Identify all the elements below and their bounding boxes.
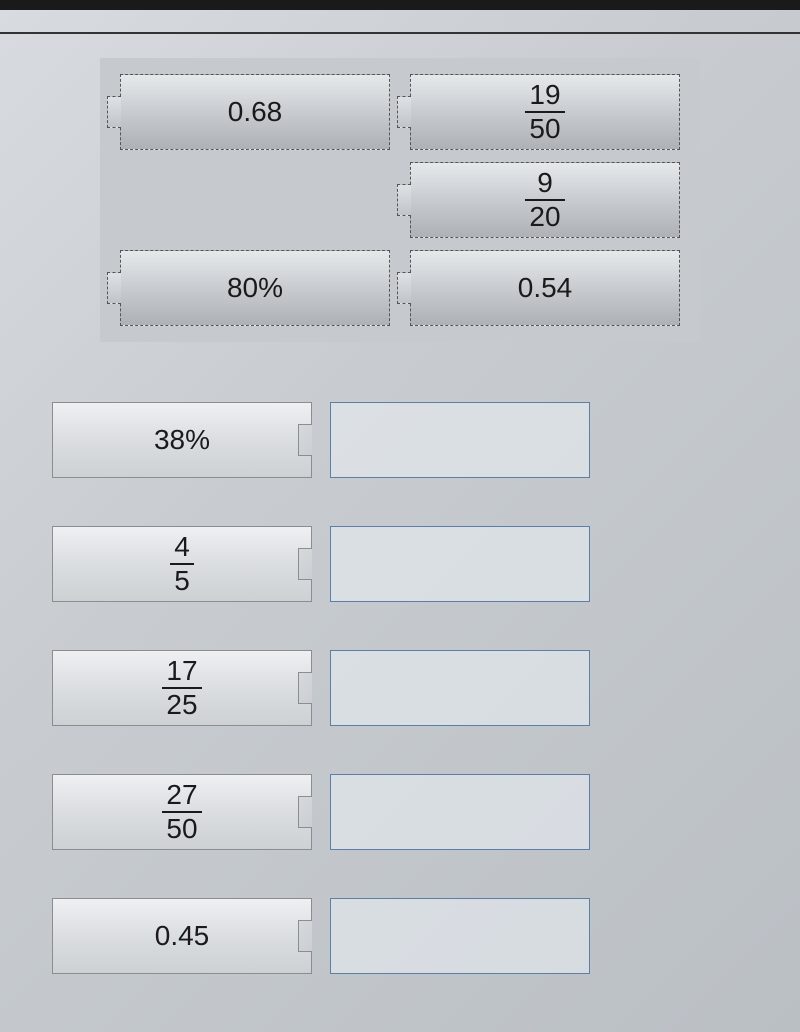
prompt-socket-27-50: 27 50 xyxy=(52,774,312,850)
tile-value: 0.68 xyxy=(228,96,283,128)
tile-plug-icon xyxy=(397,184,411,216)
tile-value: 80% xyxy=(227,272,283,304)
socket-fraction: 17 25 xyxy=(162,657,201,719)
prompt-socket-17-25: 17 25 xyxy=(52,650,312,726)
socket-notch-icon xyxy=(298,672,312,704)
horizontal-rule xyxy=(0,32,800,34)
socket-fraction: 4 5 xyxy=(170,533,194,595)
fraction-numerator: 17 xyxy=(162,657,201,687)
fraction-denominator: 50 xyxy=(162,811,201,843)
tile-plug-icon xyxy=(107,272,121,304)
dropzone[interactable] xyxy=(330,526,590,602)
dropzone[interactable] xyxy=(330,650,590,726)
fraction-denominator: 5 xyxy=(170,563,194,595)
answer-area: 38% 4 5 17 25 27 50 xyxy=(52,402,748,974)
window-top-bar xyxy=(0,0,800,10)
source-cell: 0.54 xyxy=(410,250,680,326)
source-cell: 80% xyxy=(120,250,390,326)
tile-plug-icon xyxy=(107,96,121,128)
socket-value: 0.45 xyxy=(155,920,210,952)
socket-fraction: 27 50 xyxy=(162,781,201,843)
tile-fraction: 9 20 xyxy=(525,169,564,231)
answer-row: 4 5 xyxy=(52,526,748,602)
answer-row: 38% xyxy=(52,402,748,478)
answer-row: 17 25 xyxy=(52,650,748,726)
socket-notch-icon xyxy=(298,548,312,580)
socket-notch-icon xyxy=(298,424,312,456)
answer-row: 27 50 xyxy=(52,774,748,850)
fraction-denominator: 50 xyxy=(525,111,564,143)
prompt-socket-4-5: 4 5 xyxy=(52,526,312,602)
fraction-denominator: 20 xyxy=(525,199,564,231)
tile-plug-icon xyxy=(397,96,411,128)
fraction-numerator: 9 xyxy=(533,169,557,199)
fraction-numerator: 27 xyxy=(162,781,201,811)
draggable-tile-80pct[interactable]: 80% xyxy=(120,250,390,326)
draggable-tile-054[interactable]: 0.54 xyxy=(410,250,680,326)
dropzone[interactable] xyxy=(330,402,590,478)
tile-plug-icon xyxy=(397,272,411,304)
draggable-tile-068[interactable]: 0.68 xyxy=(120,74,390,150)
dropzone[interactable] xyxy=(330,898,590,974)
draggable-tile-19-50[interactable]: 19 50 xyxy=(410,74,680,150)
answer-row: 0.45 xyxy=(52,898,748,974)
socket-value: 38% xyxy=(154,424,210,456)
tile-fraction: 19 50 xyxy=(525,81,564,143)
socket-notch-icon xyxy=(298,920,312,952)
prompt-socket-38pct: 38% xyxy=(52,402,312,478)
socket-notch-icon xyxy=(298,796,312,828)
dropzone[interactable] xyxy=(330,774,590,850)
source-cell: 0.68 xyxy=(120,74,390,150)
source-cell: 9 20 xyxy=(410,162,680,238)
source-tile-bank: 0.68 19 50 9 20 80% 0.54 xyxy=(100,58,700,342)
source-cell: 19 50 xyxy=(410,74,680,150)
tile-value: 0.54 xyxy=(518,272,573,304)
draggable-tile-9-20[interactable]: 9 20 xyxy=(410,162,680,238)
prompt-socket-045: 0.45 xyxy=(52,898,312,974)
fraction-numerator: 4 xyxy=(170,533,194,563)
fraction-numerator: 19 xyxy=(525,81,564,111)
fraction-denominator: 25 xyxy=(162,687,201,719)
